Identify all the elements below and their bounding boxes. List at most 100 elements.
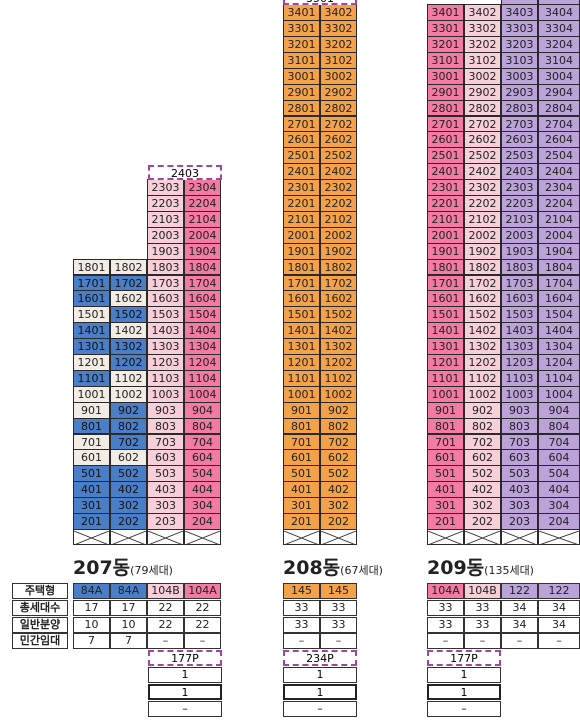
unit-cell: 2602 bbox=[464, 131, 501, 149]
unit-cell: 2003 bbox=[501, 226, 538, 244]
unit-cell: 1704 bbox=[538, 274, 580, 292]
unit-cell: 2401 bbox=[283, 163, 320, 181]
unit-cell: 402 bbox=[464, 481, 501, 499]
unit-cell: 601 bbox=[283, 449, 320, 467]
pilotis-row bbox=[283, 528, 320, 546]
unit-cell: 1602 bbox=[320, 290, 357, 308]
unit-cell: 1502 bbox=[110, 306, 147, 324]
unit-cell: 1404 bbox=[184, 322, 221, 340]
unit-cell: 701 bbox=[73, 433, 110, 451]
unit-cell: 3302 bbox=[320, 20, 357, 37]
unit-cell: 2301 bbox=[283, 179, 320, 196]
unit-cell: 3201 bbox=[427, 36, 464, 53]
table-cell: 33 bbox=[464, 600, 501, 616]
parking-label: 177P bbox=[148, 650, 222, 666]
parking-row: 1 bbox=[148, 684, 222, 700]
unit-cell: 1701 bbox=[427, 274, 464, 292]
unit-cell: 1102 bbox=[320, 369, 357, 387]
table-cell: – bbox=[501, 633, 538, 649]
unit-cell: 1104 bbox=[184, 369, 221, 387]
unit-cell: 2102 bbox=[320, 210, 357, 228]
unit-cell: 3204 bbox=[538, 36, 580, 53]
unit-cell: 2604 bbox=[538, 131, 580, 149]
unit-cell: 1001 bbox=[427, 385, 464, 403]
unit-cell: 2004 bbox=[538, 226, 580, 244]
unit-cell: 2104 bbox=[538, 210, 580, 228]
unit-cell: 201 bbox=[73, 513, 110, 530]
unit-cell: 1404 bbox=[538, 322, 580, 340]
unit-cell: 2002 bbox=[464, 226, 501, 244]
unit-cell: 402 bbox=[110, 481, 147, 499]
unit-cell: 1602 bbox=[464, 290, 501, 308]
unit-cell: 1602 bbox=[110, 290, 147, 308]
unit-cell: 1701 bbox=[283, 274, 320, 292]
table-cell: 145 bbox=[320, 583, 357, 599]
unit-cell: 2301 bbox=[427, 179, 464, 196]
parking-label: 234P bbox=[283, 650, 357, 666]
unit-cell: 1903 bbox=[147, 242, 184, 260]
table-cell: – bbox=[283, 633, 320, 649]
unit-cell: 3104 bbox=[538, 51, 580, 69]
unit-cell: 301 bbox=[283, 497, 320, 514]
building-title: 209동(135세대) bbox=[427, 553, 534, 580]
unit-cell: 1401 bbox=[283, 322, 320, 340]
unit-cell: 704 bbox=[538, 433, 580, 451]
unit-cell: 2901 bbox=[283, 83, 320, 101]
unit-cell: 2904 bbox=[538, 83, 580, 101]
table-cell: 34 bbox=[501, 617, 538, 633]
unit-cell: 1603 bbox=[501, 290, 538, 308]
unit-cell: 1403 bbox=[147, 322, 184, 340]
table-cell: – bbox=[147, 633, 184, 649]
unit-cell: 704 bbox=[184, 433, 221, 451]
unit-cell: 1801 bbox=[427, 258, 464, 276]
unit-cell: 2201 bbox=[427, 195, 464, 212]
unit-cell: 2202 bbox=[320, 195, 357, 212]
unit-cell: 1002 bbox=[464, 385, 501, 403]
unit-cell: 2403 bbox=[501, 163, 538, 181]
top-floor-label: 2403 bbox=[148, 165, 222, 180]
unit-cell: 2601 bbox=[427, 131, 464, 149]
unit-cell: 1002 bbox=[320, 385, 357, 403]
unit-cell: 1802 bbox=[110, 258, 147, 276]
unit-cell: 1901 bbox=[283, 242, 320, 260]
unit-cell: 3001 bbox=[283, 67, 320, 85]
unit-cell: 902 bbox=[320, 401, 357, 419]
unit-cell: 602 bbox=[320, 449, 357, 467]
unit-cell: 1003 bbox=[147, 385, 184, 403]
table-cell: 104B bbox=[464, 583, 501, 599]
unit-cell: 501 bbox=[73, 465, 110, 483]
unit-cell: 2703 bbox=[501, 115, 538, 133]
unit-cell: 1702 bbox=[110, 274, 147, 292]
unit-cell: 1402 bbox=[110, 322, 147, 340]
unit-cell: 1703 bbox=[147, 274, 184, 292]
unit-cell: 2503 bbox=[501, 147, 538, 165]
unit-cell: 701 bbox=[283, 433, 320, 451]
unit-cell: 3101 bbox=[427, 51, 464, 69]
unit-cell: 1401 bbox=[73, 322, 110, 340]
unit-cell: 1102 bbox=[464, 369, 501, 387]
unit-cell: 501 bbox=[283, 465, 320, 483]
table-cell: 122 bbox=[538, 583, 580, 599]
unit-cell: 601 bbox=[73, 449, 110, 467]
unit-cell: 903 bbox=[501, 401, 538, 419]
unit-cell: 2101 bbox=[283, 210, 320, 228]
pilotis-row bbox=[73, 528, 110, 546]
unit-cell: 604 bbox=[538, 449, 580, 467]
unit-cell: 1801 bbox=[283, 258, 320, 276]
unit-cell: 3401 bbox=[283, 4, 320, 22]
unit-cell: 2702 bbox=[320, 115, 357, 133]
unit-cell: 1302 bbox=[110, 338, 147, 355]
unit-cell: 1402 bbox=[320, 322, 357, 340]
unit-cell: 1202 bbox=[464, 354, 501, 371]
unit-cell: 902 bbox=[464, 401, 501, 419]
unit-cell: 2803 bbox=[501, 99, 538, 117]
unit-cell: 2601 bbox=[283, 131, 320, 149]
unit-cell: 1402 bbox=[464, 322, 501, 340]
parking-row: 1 bbox=[427, 667, 501, 683]
unit-cell: 1102 bbox=[110, 369, 147, 387]
pilotis-row bbox=[320, 528, 357, 546]
unit-cell: 3002 bbox=[320, 67, 357, 85]
unit-cell: 1504 bbox=[538, 306, 580, 324]
unit-cell: 1001 bbox=[73, 385, 110, 403]
unit-cell: 2501 bbox=[427, 147, 464, 165]
